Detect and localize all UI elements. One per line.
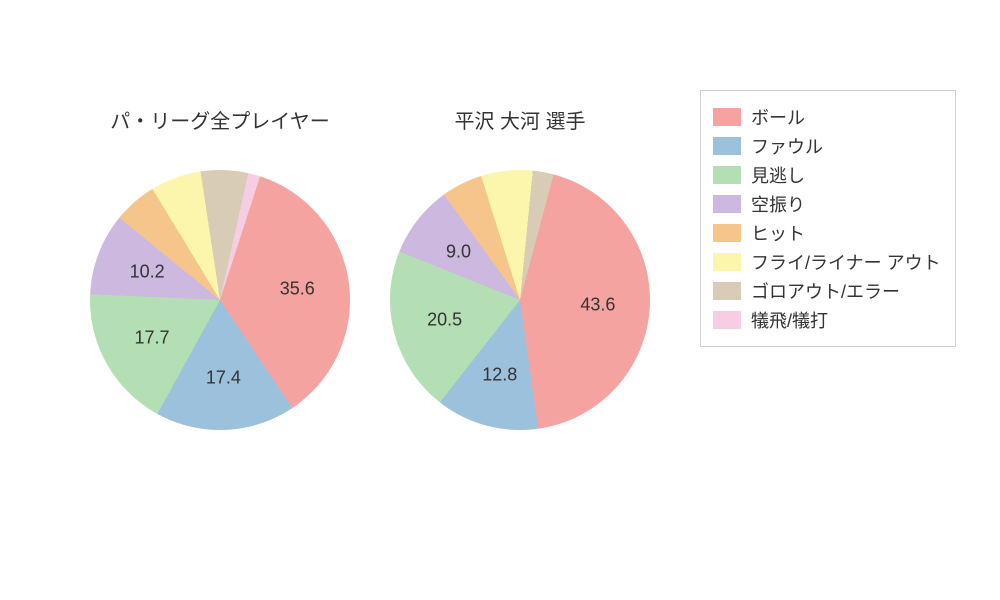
legend-swatch [713,282,741,300]
legend-swatch [713,166,741,184]
legend-item: 見逃し [713,162,941,188]
legend-item: ファウル [713,133,941,159]
slice-label: 10.2 [130,262,165,283]
legend-swatch [713,195,741,213]
legend-swatch [713,108,741,126]
legend-label: 見逃し [751,162,805,188]
pie-chart-league: 35.6 17.4 17.7 10.2 [90,170,350,430]
legend-label: ボール [751,104,805,130]
chart-title-league: パ・リーグ全プレイヤー [90,105,350,134]
legend-label: フライ/ライナー アウト [751,249,941,275]
legend-label: ファウル [751,133,823,159]
slice-label: 12.8 [482,365,517,386]
chart-title-player: 平沢 大河 選手 [390,105,650,134]
legend-item: ボール [713,104,941,130]
legend-item: 犠飛/犠打 [713,307,941,333]
pie-disc-league [90,170,350,430]
legend-swatch [713,311,741,329]
legend-item: ゴロアウト/エラー [713,278,941,304]
pie-chart-player: 43.6 12.8 20.5 9.0 [390,170,650,430]
slice-label: 17.4 [206,367,241,388]
legend-item: ヒット [713,220,941,246]
legend-swatch [713,137,741,155]
legend-label: ゴロアウト/エラー [751,278,900,304]
slice-label: 17.7 [134,328,169,349]
slice-label: 35.6 [280,279,315,300]
legend-label: 犠飛/犠打 [751,307,828,333]
legend-item: フライ/ライナー アウト [713,249,941,275]
legend-label: 空振り [751,191,805,217]
legend-item: 空振り [713,191,941,217]
legend: ボール ファウル 見逃し 空振り ヒット フライ/ライナー アウト ゴロアウト/… [700,90,956,347]
legend-swatch [713,253,741,271]
legend-swatch [713,224,741,242]
legend-label: ヒット [751,220,805,246]
slice-label: 9.0 [446,241,471,262]
chart-stage: パ・リーグ全プレイヤー 35.6 17.4 17.7 10.2 平沢 大河 選手 43… [0,0,1000,600]
slice-label: 20.5 [427,310,462,331]
slice-label: 43.6 [580,294,615,315]
